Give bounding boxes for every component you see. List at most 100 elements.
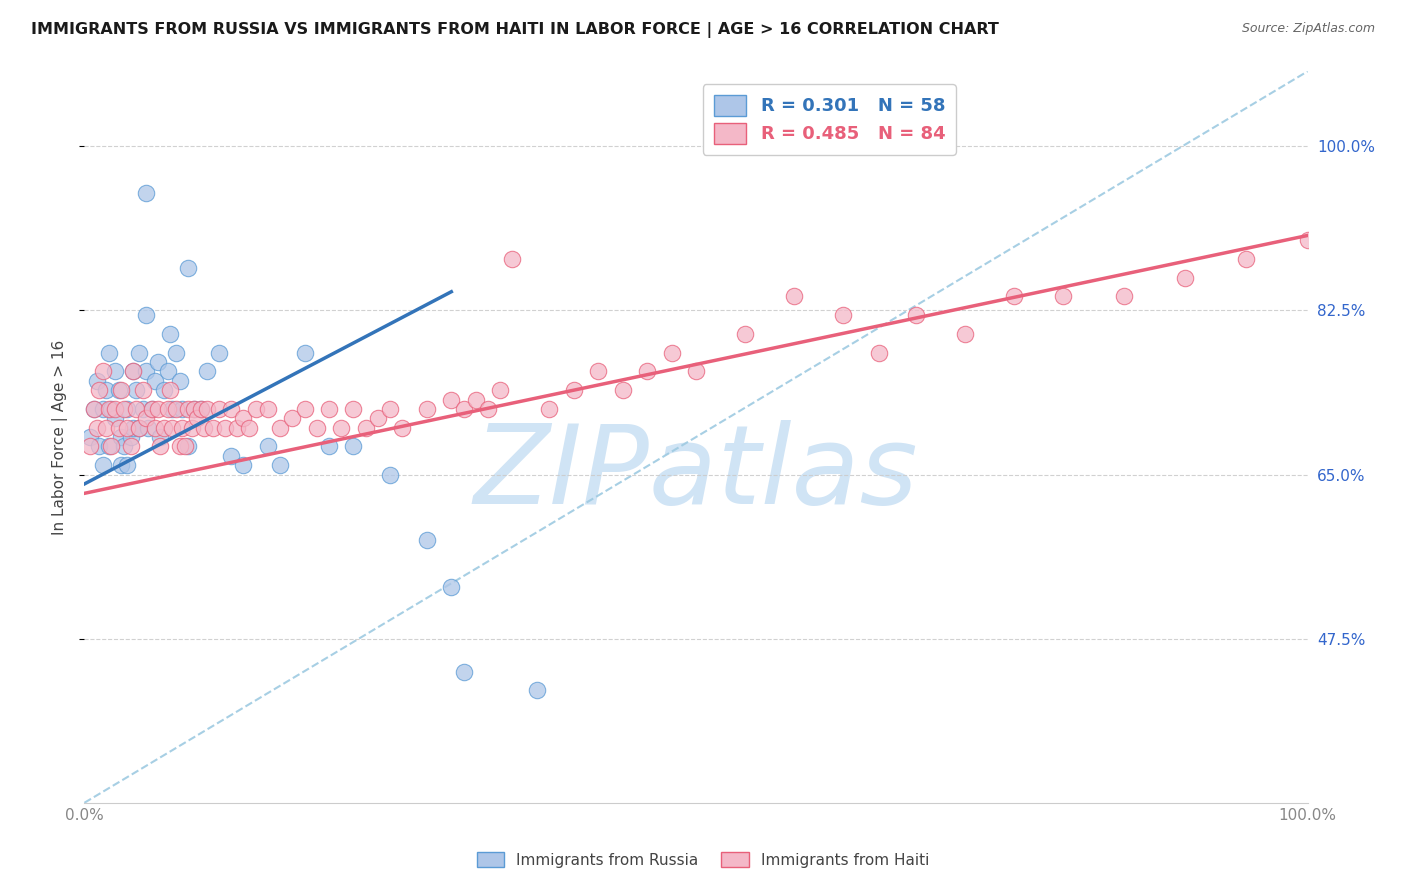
Point (173, 440, 195, 454)
Y-axis label: In Labor Force | Age > 16: In Labor Force | Age > 16 (52, 340, 67, 534)
Point (367, 411, 389, 425)
Point (177, 440, 200, 454)
Point (453, 665, 475, 679)
Point (219, 449, 242, 463)
Point (112, 401, 135, 416)
Point (318, 440, 340, 454)
Point (257, 401, 280, 416)
Point (190, 401, 212, 416)
Point (120, 440, 142, 454)
Point (1296, 233, 1319, 247)
Point (380, 467, 402, 482)
Point (186, 411, 208, 425)
Point (177, 261, 200, 276)
Point (104, 364, 127, 378)
Point (110, 430, 132, 444)
Point (226, 420, 249, 434)
Point (562, 383, 585, 397)
Point (440, 580, 463, 594)
Point (219, 401, 242, 416)
Point (172, 420, 194, 434)
Point (153, 420, 176, 434)
Point (502, 252, 524, 266)
Point (110, 458, 132, 473)
Point (156, 364, 179, 378)
Point (734, 326, 756, 341)
Point (281, 411, 304, 425)
Point (143, 420, 166, 434)
Point (159, 383, 181, 397)
Point (165, 345, 187, 359)
Point (135, 186, 157, 201)
Point (97, 345, 120, 359)
Point (1236, 252, 1258, 266)
Point (156, 401, 179, 416)
Point (214, 420, 236, 434)
Point (172, 401, 194, 416)
Point (141, 401, 163, 416)
Point (526, 683, 548, 698)
Point (953, 326, 976, 341)
Point (91, 458, 114, 473)
Point (91, 401, 114, 416)
Point (169, 440, 191, 454)
Point (232, 411, 254, 425)
Point (208, 345, 231, 359)
Point (162, 401, 184, 416)
Point (416, 401, 439, 416)
Point (905, 308, 928, 322)
Point (146, 401, 169, 416)
Point (831, 308, 853, 322)
Point (83, 401, 105, 416)
Point (104, 401, 127, 416)
Point (120, 430, 142, 444)
Point (1174, 270, 1197, 285)
Point (79, 440, 101, 454)
Point (122, 364, 145, 378)
Point (586, 364, 609, 378)
Point (342, 440, 364, 454)
Point (115, 420, 138, 434)
Point (135, 411, 157, 425)
Point (783, 289, 806, 303)
Point (132, 401, 155, 416)
Point (86, 374, 108, 388)
Point (183, 401, 205, 416)
Point (97, 401, 120, 416)
Point (110, 383, 132, 397)
Text: Source: ZipAtlas.com: Source: ZipAtlas.com (1241, 22, 1375, 36)
Point (153, 383, 176, 397)
Point (136, 420, 159, 434)
Point (104, 411, 127, 425)
Point (416, 533, 439, 548)
Point (538, 401, 561, 416)
Point (169, 374, 191, 388)
Point (453, 401, 475, 416)
Text: ZIPatlas: ZIPatlas (474, 420, 918, 527)
Point (135, 364, 157, 378)
Point (305, 420, 328, 434)
Point (257, 440, 280, 454)
Point (181, 420, 204, 434)
Point (79, 430, 101, 444)
Point (195, 364, 218, 378)
Point (318, 401, 340, 416)
Point (612, 383, 634, 397)
Point (489, 383, 512, 397)
Point (132, 383, 155, 397)
Point (96, 383, 118, 397)
Point (391, 420, 413, 434)
Point (122, 364, 145, 378)
Point (115, 401, 138, 416)
Point (464, 392, 486, 407)
Point (128, 420, 150, 434)
Point (149, 440, 172, 454)
Point (96, 420, 118, 434)
Point (128, 345, 150, 359)
Point (190, 401, 212, 416)
Point (232, 458, 254, 473)
Point (100, 440, 122, 454)
Point (269, 458, 291, 473)
Point (193, 420, 215, 434)
Point (125, 383, 148, 397)
